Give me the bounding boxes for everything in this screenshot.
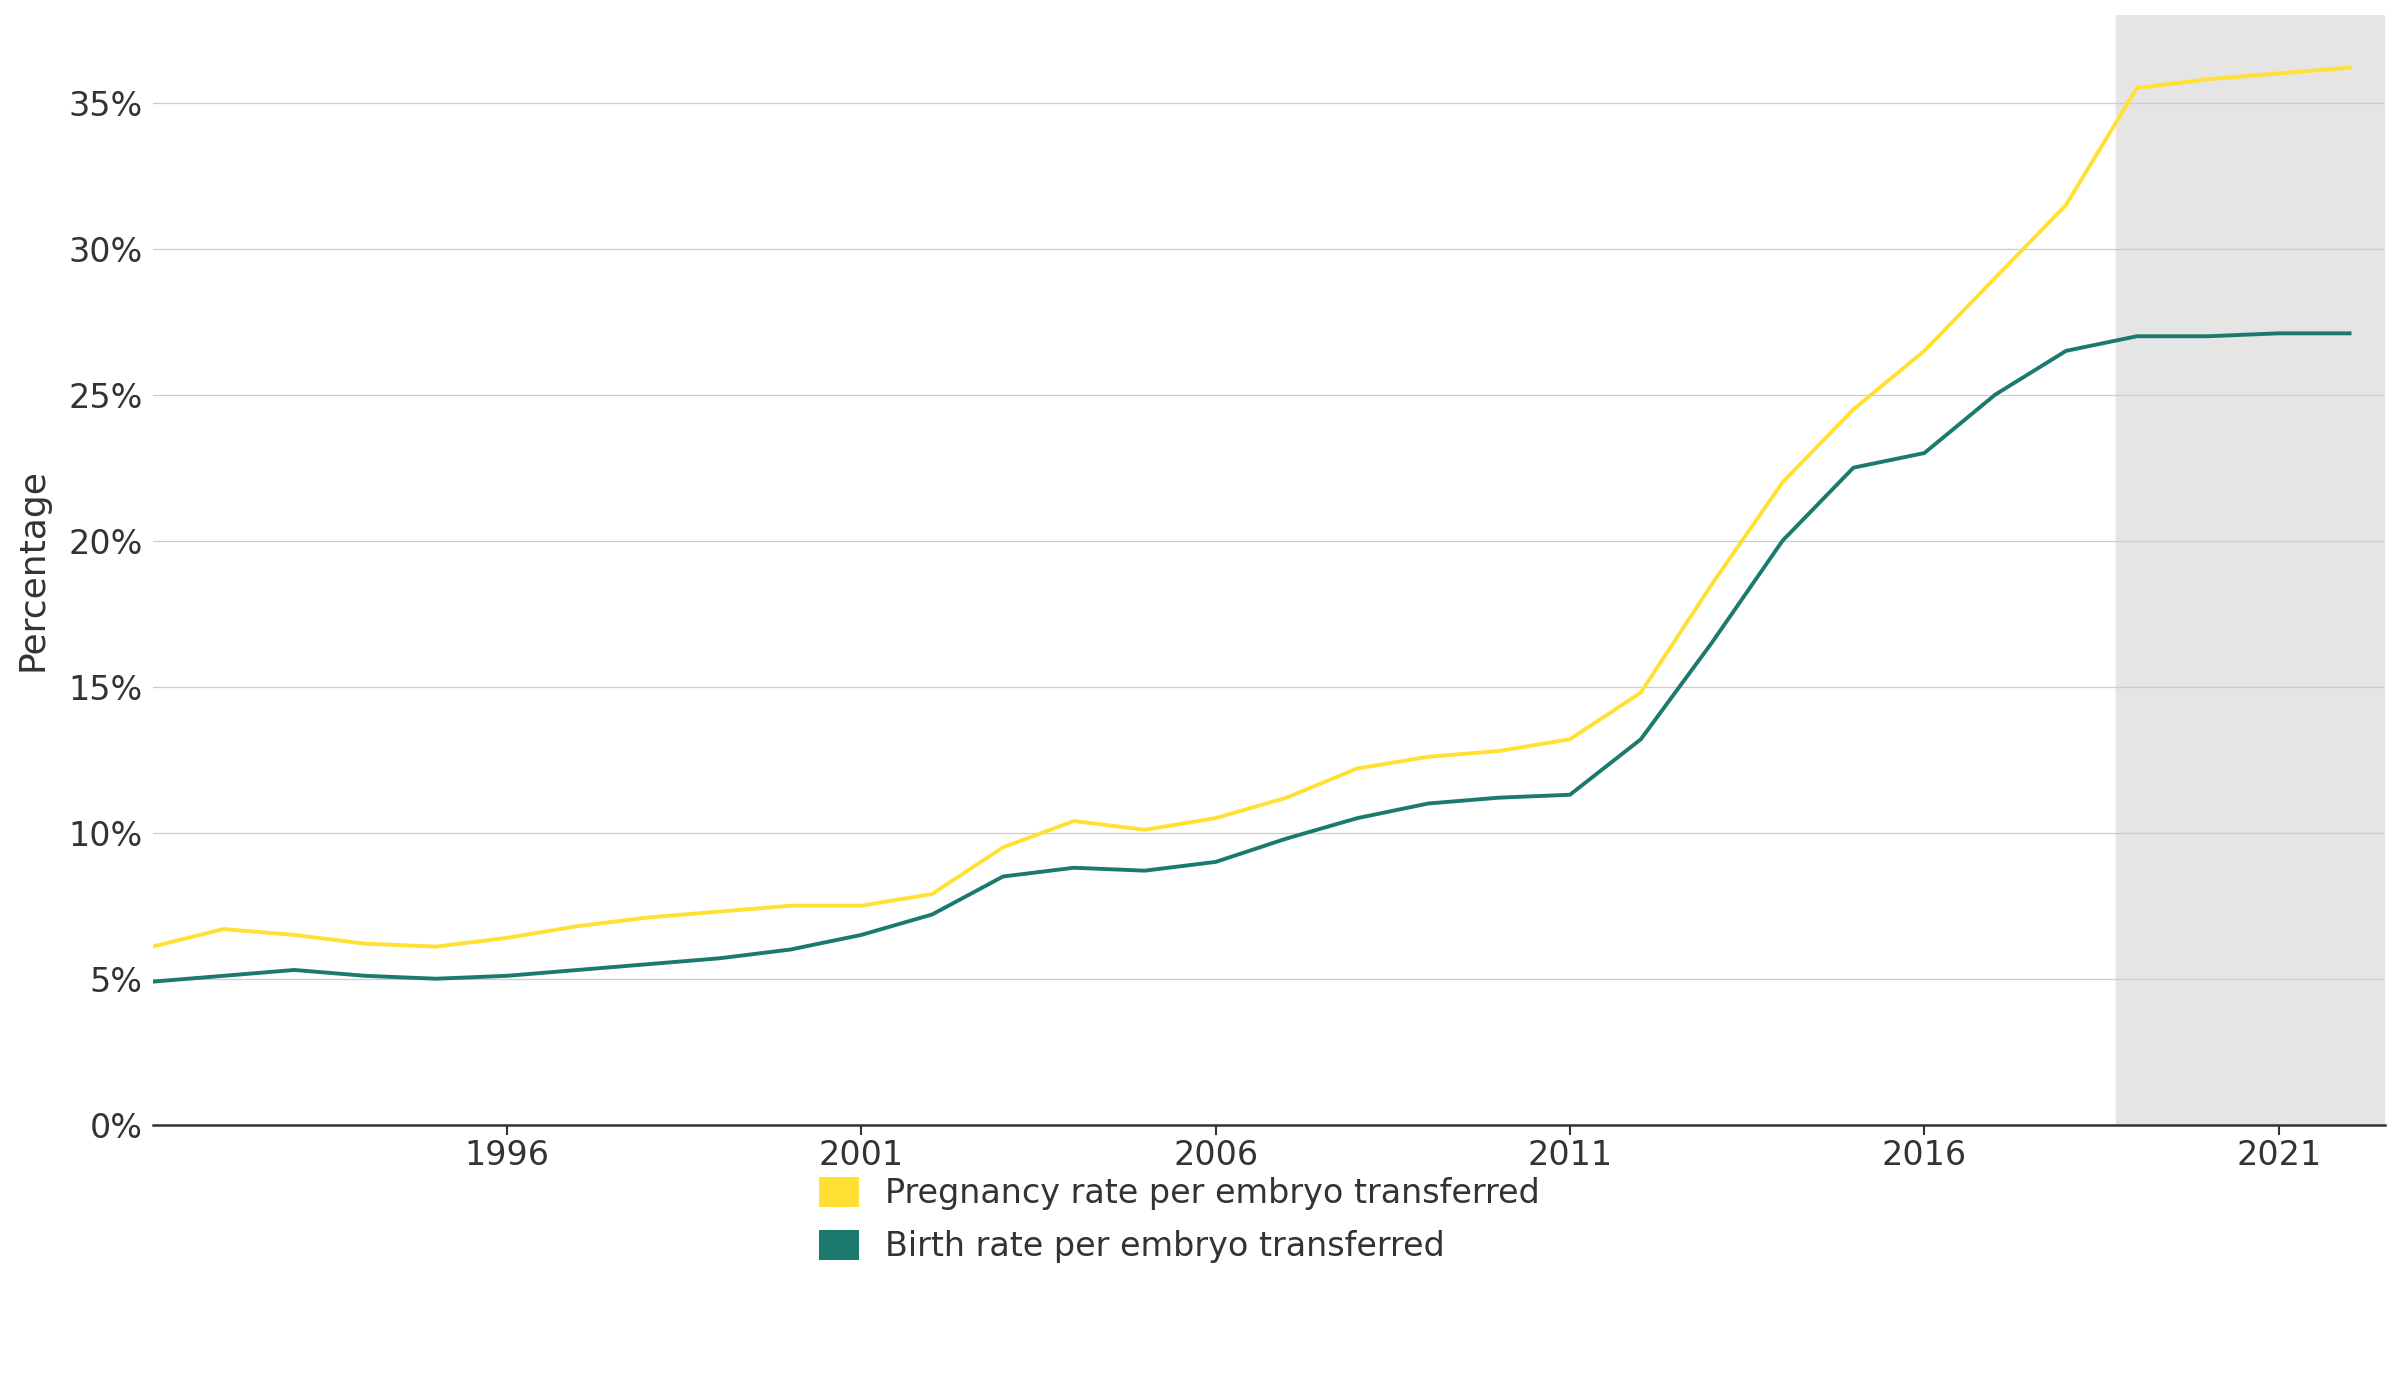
Y-axis label: Percentage: Percentage xyxy=(14,469,48,672)
Bar xyxy=(2117,15,2386,1124)
Legend: Pregnancy rate per embryo transferred, Birth rate per embryo transferred: Pregnancy rate per embryo transferred, B… xyxy=(818,1177,1541,1263)
